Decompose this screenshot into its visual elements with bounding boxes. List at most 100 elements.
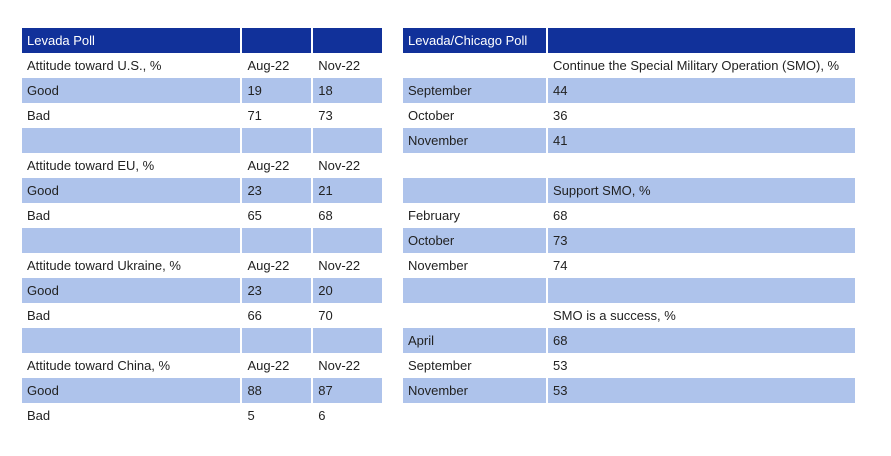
row-label-cell: April xyxy=(403,328,546,353)
table-row: Attitude toward China, % Aug-22 Nov-22 xyxy=(22,353,382,378)
value-cell: 71 xyxy=(247,108,262,123)
value-cell: Aug-22 xyxy=(247,258,290,273)
row-label-cell: Good xyxy=(22,278,241,303)
row-label-cell: October xyxy=(403,228,546,253)
value-cell: 44 xyxy=(548,78,855,103)
table-row xyxy=(22,228,382,253)
table-row xyxy=(22,328,382,353)
table-header-row: Levada/Chicago Poll xyxy=(403,28,855,53)
row-label-cell xyxy=(403,178,546,203)
row-label-cell: September xyxy=(408,358,472,373)
value-cell xyxy=(242,128,312,153)
table-row xyxy=(22,128,382,153)
row-label-cell xyxy=(403,53,546,78)
table-row: February 68 xyxy=(403,203,855,228)
row-label-cell xyxy=(403,153,546,178)
table-row: October 36 xyxy=(403,103,855,128)
row-label-cell xyxy=(403,278,546,303)
header-cell xyxy=(548,28,855,53)
value-cell: 18 xyxy=(313,78,382,103)
table-row: November 41 xyxy=(403,128,855,153)
table-row: Bad 71 73 xyxy=(22,103,382,128)
levada-chicago-poll-table: Levada/Chicago Poll Continue the Special … xyxy=(401,28,857,403)
row-label-cell: Attitude toward China, % xyxy=(27,358,171,373)
value-cell: 20 xyxy=(313,278,382,303)
row-label-cell: Good xyxy=(22,378,241,403)
value-cell: 5 xyxy=(247,408,255,423)
table-row: Bad 5 6 xyxy=(22,403,382,428)
value-cell: Continue the Special Military Operation … xyxy=(553,58,840,73)
value-cell: Aug-22 xyxy=(247,58,290,73)
row-label-cell: November xyxy=(408,258,468,273)
table-row: Continue the Special Military Operation … xyxy=(403,53,855,78)
table-row: Good 23 21 xyxy=(22,178,382,203)
value-cell xyxy=(313,128,382,153)
value-cell: 70 xyxy=(318,308,333,323)
row-label-cell: Bad xyxy=(27,208,51,223)
header-cell xyxy=(242,28,312,53)
value-cell xyxy=(548,278,855,303)
row-label-cell: November xyxy=(403,128,546,153)
header-cell: Levada/Chicago Poll xyxy=(403,28,546,53)
levada-poll-table: Levada Poll Attitude toward U.S., % Aug-22… xyxy=(20,28,384,428)
table-row xyxy=(403,278,855,303)
value-cell: Nov-22 xyxy=(318,158,361,173)
value-cell: 41 xyxy=(548,128,855,153)
value-cell: 74 xyxy=(553,258,568,273)
row-label-cell: November xyxy=(403,378,546,403)
table-row: November 53 xyxy=(403,378,855,403)
table-row: Bad 66 70 xyxy=(22,303,382,328)
value-cell: Aug-22 xyxy=(247,158,290,173)
table-row: Attitude toward EU, % Aug-22 Nov-22 xyxy=(22,153,382,178)
row-label-cell: February xyxy=(408,208,461,223)
value-cell: 53 xyxy=(548,378,855,403)
value-cell xyxy=(242,328,312,353)
value-cell: Nov-22 xyxy=(318,58,361,73)
value-cell: 73 xyxy=(318,108,333,123)
value-cell xyxy=(313,228,382,253)
value-cell: Support SMO, % xyxy=(548,178,855,203)
row-label-cell: Good xyxy=(22,178,241,203)
value-cell: 53 xyxy=(553,358,568,373)
table-row: Attitude toward U.S., % Aug-22 Nov-22 xyxy=(22,53,382,78)
table-row: October 73 xyxy=(403,228,855,253)
row-label-cell xyxy=(22,228,241,253)
value-cell: Nov-22 xyxy=(318,358,361,373)
value-cell: 23 xyxy=(242,178,312,203)
table-row: November 74 xyxy=(403,253,855,278)
table-row: April 68 xyxy=(403,328,855,353)
table-row: Bad 65 68 xyxy=(22,203,382,228)
value-cell: 21 xyxy=(313,178,382,203)
value-cell: 19 xyxy=(242,78,312,103)
table-row: Support SMO, % xyxy=(403,178,855,203)
value-cell: 88 xyxy=(242,378,312,403)
value-cell: 87 xyxy=(313,378,382,403)
row-label-cell: Bad xyxy=(27,308,51,323)
value-cell: 65 xyxy=(247,208,262,223)
row-label-cell: September xyxy=(403,78,546,103)
table-row: Good 88 87 xyxy=(22,378,382,403)
value-cell: 23 xyxy=(242,278,312,303)
row-label-cell xyxy=(22,128,241,153)
table-row xyxy=(403,153,855,178)
row-label-cell: Attitude toward EU, % xyxy=(27,158,155,173)
table-header-row: Levada Poll xyxy=(22,28,382,53)
value-cell: 68 xyxy=(548,328,855,353)
table-row: SMO is a success, % xyxy=(403,303,855,328)
value-cell: Nov-22 xyxy=(318,258,361,273)
value-cell: 73 xyxy=(548,228,855,253)
header-cell xyxy=(313,28,382,53)
row-label-cell: Bad xyxy=(27,408,51,423)
table-row: September 44 xyxy=(403,78,855,103)
row-label-cell xyxy=(22,328,241,353)
value-cell: 68 xyxy=(553,208,568,223)
value-cell: 6 xyxy=(318,408,326,423)
value-cell: 68 xyxy=(318,208,333,223)
row-label-cell: October xyxy=(408,108,455,123)
row-label-cell: Bad xyxy=(27,108,51,123)
value-cell: Aug-22 xyxy=(247,358,290,373)
table-row: Good 19 18 xyxy=(22,78,382,103)
value-cell xyxy=(242,228,312,253)
value-cell: 36 xyxy=(553,108,568,123)
header-cell: Levada Poll xyxy=(22,28,241,53)
